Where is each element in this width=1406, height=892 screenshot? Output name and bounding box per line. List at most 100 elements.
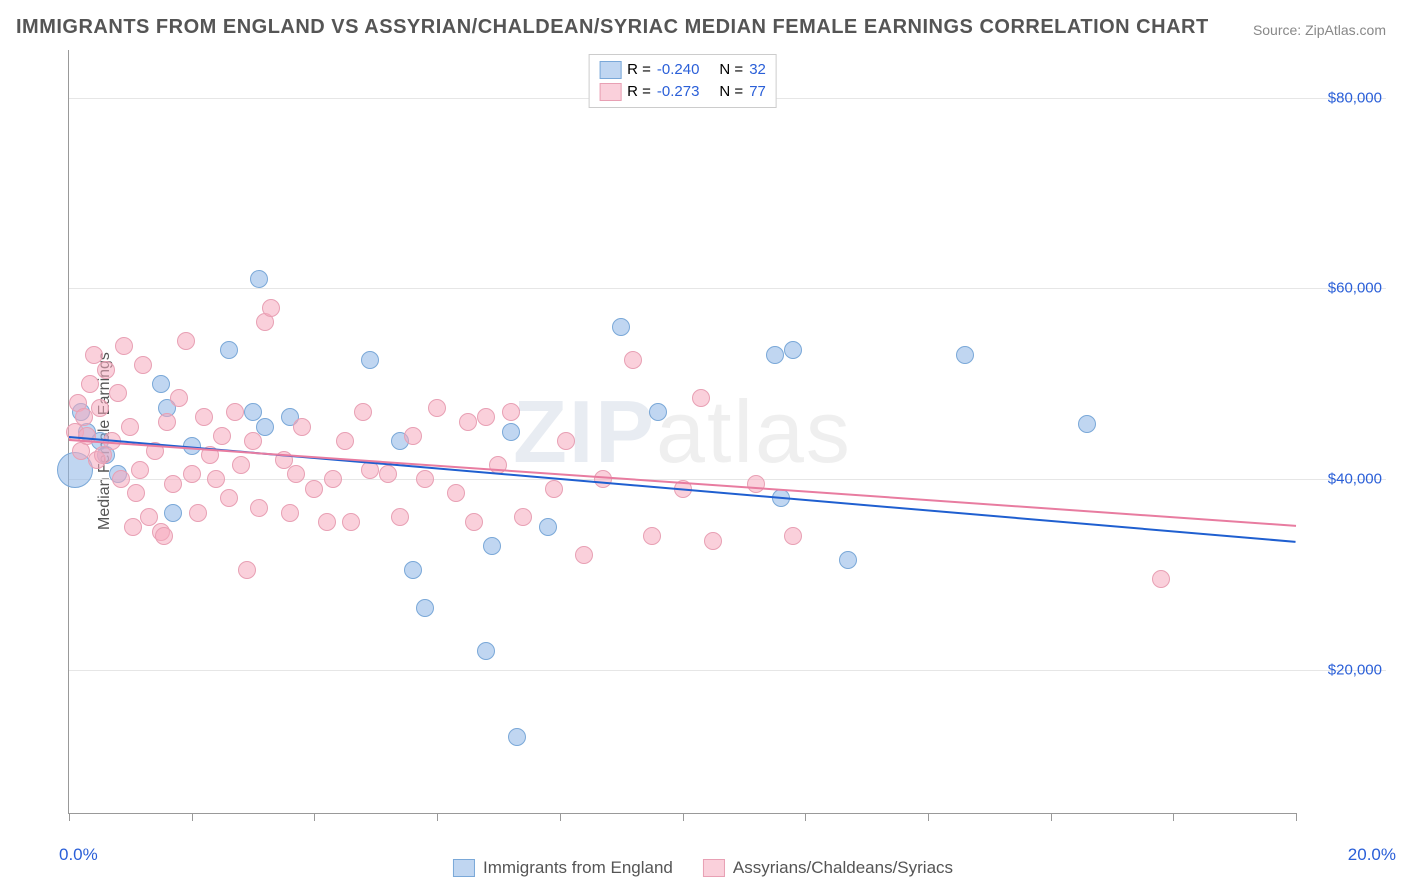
x-tick: [314, 813, 315, 821]
swatch-assyrian-icon: [703, 859, 725, 877]
data-point-assyrian: [594, 470, 612, 488]
data-point-assyrian: [545, 480, 563, 498]
data-point-assyrian: [447, 484, 465, 502]
x-label-right: 20.0%: [1348, 845, 1396, 865]
data-point-england: [477, 642, 495, 660]
data-point-england: [956, 346, 974, 364]
data-point-assyrian: [281, 504, 299, 522]
data-point-assyrian: [232, 456, 250, 474]
y-tick-label: $20,000: [1328, 661, 1382, 678]
data-point-england: [649, 403, 667, 421]
r-label: R =: [627, 81, 651, 103]
x-tick: [683, 813, 684, 821]
data-point-assyrian: [183, 465, 201, 483]
data-point-assyrian: [207, 470, 225, 488]
data-point-assyrian: [262, 299, 280, 317]
gridline-h: [69, 479, 1386, 480]
data-point-england: [508, 728, 526, 746]
data-point-assyrian: [379, 465, 397, 483]
data-point-assyrian: [189, 504, 207, 522]
data-point-england: [256, 418, 274, 436]
n-label: N =: [719, 81, 743, 103]
data-point-assyrian: [220, 489, 238, 507]
gridline-h: [69, 288, 1386, 289]
data-point-assyrian: [109, 384, 127, 402]
data-point-england: [220, 341, 238, 359]
data-point-assyrian: [244, 432, 262, 450]
data-point-assyrian: [465, 513, 483, 531]
data-point-england: [539, 518, 557, 536]
data-point-assyrian: [195, 408, 213, 426]
data-point-assyrian: [747, 475, 765, 493]
x-tick: [928, 813, 929, 821]
r-label: R =: [627, 59, 651, 81]
r-value-assyrian: -0.273: [657, 81, 700, 103]
data-point-assyrian: [127, 484, 145, 502]
data-point-assyrian: [81, 375, 99, 393]
data-point-england: [483, 537, 501, 555]
r-value-england: -0.240: [657, 59, 700, 81]
data-point-assyrian: [336, 432, 354, 450]
data-point-assyrian: [226, 403, 244, 421]
chart-container: Median Female Earnings ZIPatlas R = -0.2…: [50, 50, 1386, 832]
data-point-england: [250, 270, 268, 288]
data-point-assyrian: [158, 413, 176, 431]
data-point-assyrian: [213, 427, 231, 445]
data-point-assyrian: [250, 499, 268, 517]
chart-title: IMMIGRANTS FROM ENGLAND VS ASSYRIAN/CHAL…: [16, 16, 1209, 39]
x-tick: [560, 813, 561, 821]
n-value-assyrian: 77: [749, 81, 766, 103]
data-point-assyrian: [121, 418, 139, 436]
x-tick: [192, 813, 193, 821]
data-point-assyrian: [391, 508, 409, 526]
data-point-england: [839, 551, 857, 569]
x-label-left: 0.0%: [59, 845, 98, 865]
correlation-legend: R = -0.240 N = 32 R = -0.273 N = 77: [588, 54, 777, 108]
data-point-assyrian: [514, 508, 532, 526]
data-point-assyrian: [131, 461, 149, 479]
data-point-assyrian: [784, 527, 802, 545]
data-point-assyrian: [287, 465, 305, 483]
data-point-assyrian: [575, 546, 593, 564]
data-point-england: [404, 561, 422, 579]
data-point-assyrian: [643, 527, 661, 545]
y-tick-label: $60,000: [1328, 280, 1382, 297]
x-tick: [1173, 813, 1174, 821]
data-point-assyrian: [97, 361, 115, 379]
data-point-england: [361, 351, 379, 369]
data-point-assyrian: [115, 337, 133, 355]
data-point-assyrian: [1152, 570, 1170, 588]
series-legend: Immigrants from England Assyrians/Chalde…: [453, 858, 953, 878]
legend-row-england: R = -0.240 N = 32: [599, 59, 766, 81]
data-point-assyrian: [293, 418, 311, 436]
watermark-bold: ZIP: [513, 382, 656, 481]
data-point-assyrian: [177, 332, 195, 350]
data-point-england: [766, 346, 784, 364]
data-point-assyrian: [305, 480, 323, 498]
swatch-england-icon: [599, 61, 621, 79]
data-point-assyrian: [459, 413, 477, 431]
x-tick: [437, 813, 438, 821]
legend-label-england: Immigrants from England: [483, 858, 673, 878]
n-label: N =: [719, 59, 743, 81]
swatch-assyrian-icon: [599, 83, 621, 101]
data-point-england: [784, 341, 802, 359]
data-point-assyrian: [428, 399, 446, 417]
x-tick: [1051, 813, 1052, 821]
data-point-assyrian: [557, 432, 575, 450]
swatch-england-icon: [453, 859, 475, 877]
data-point-assyrian: [170, 389, 188, 407]
data-point-england: [164, 504, 182, 522]
data-point-assyrian: [124, 518, 142, 536]
x-tick: [1296, 813, 1297, 821]
data-point-assyrian: [318, 513, 336, 531]
y-tick-label: $40,000: [1328, 471, 1382, 488]
source-label: Source: ZipAtlas.com: [1253, 22, 1386, 38]
legend-item-assyrian: Assyrians/Chaldeans/Syriacs: [703, 858, 953, 878]
legend-row-assyrian: R = -0.273 N = 77: [599, 81, 766, 103]
data-point-assyrian: [704, 532, 722, 550]
data-point-england: [502, 423, 520, 441]
data-point-assyrian: [94, 446, 112, 464]
data-point-assyrian: [324, 470, 342, 488]
data-point-assyrian: [164, 475, 182, 493]
